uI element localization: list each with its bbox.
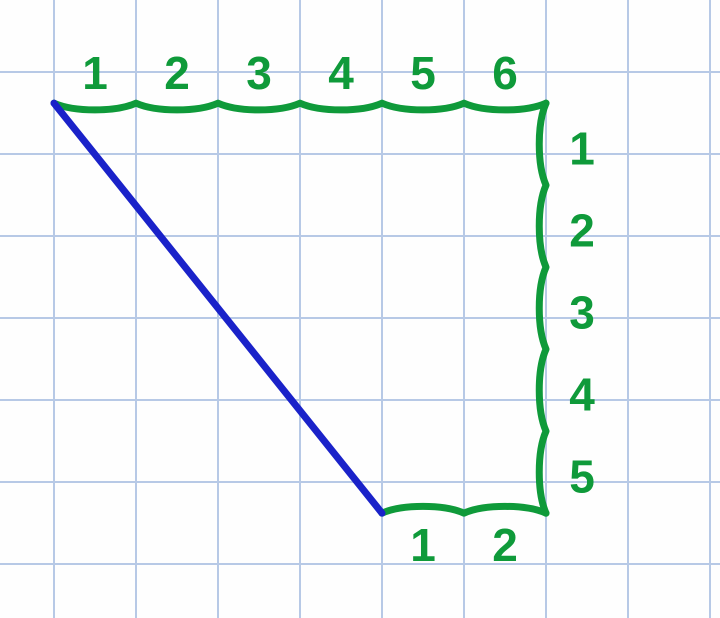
diagram-canvas: 1234561234521 [0, 0, 720, 618]
label-top-4: 4 [328, 47, 354, 99]
label-right-2: 2 [569, 204, 595, 256]
label-top-5: 5 [410, 47, 436, 99]
label-bottom-1: 2 [492, 519, 518, 571]
label-bottom-2: 1 [410, 519, 436, 571]
label-right-1: 1 [569, 122, 595, 174]
label-top-2: 2 [164, 47, 190, 99]
paper-background [0, 0, 720, 618]
label-right-5: 5 [569, 450, 595, 502]
label-top-1: 1 [82, 47, 108, 99]
label-top-6: 6 [492, 47, 518, 99]
label-top-3: 3 [246, 47, 272, 99]
label-right-4: 4 [569, 368, 595, 420]
label-right-3: 3 [569, 286, 595, 338]
